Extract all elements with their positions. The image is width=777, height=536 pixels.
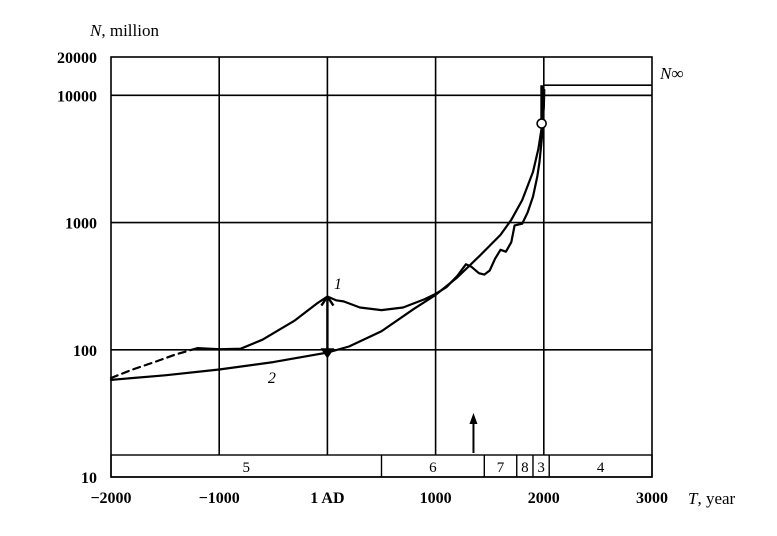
period-label-0: 5 <box>243 460 251 476</box>
asymptote-label: N∞ <box>659 64 683 83</box>
y-tick-label-0: 10 <box>81 470 97 487</box>
x-tick-label-2: 1 AD <box>310 490 344 507</box>
period-label-1: 6 <box>429 460 437 476</box>
series-2-line <box>109 88 546 381</box>
series-1-label: 1 <box>334 276 342 293</box>
series-layer <box>109 88 546 381</box>
period-label-4: 3 <box>537 460 545 476</box>
x-axis-variable: T <box>688 489 699 508</box>
series-early-estimate-line <box>109 347 199 380</box>
y-tick-labels: 10 100 1000 10000 20000 <box>57 50 97 487</box>
y-axis-label: N, million <box>89 21 159 40</box>
error-bar-bottom-arrow <box>320 348 335 359</box>
marker-point <box>536 118 547 129</box>
y-tick-label-2: 1000 <box>65 216 97 233</box>
annotations: 12 <box>268 84 652 453</box>
x-axis-label: T, year <box>688 489 736 508</box>
x-tick-labels: −2000 −1000 1 AD 1000 2000 3000 <box>90 490 668 507</box>
x-tick-label-1: −1000 <box>199 490 240 507</box>
period-label-2: 7 <box>497 460 505 476</box>
error-bar-top-arrow <box>320 294 335 307</box>
y-tick-label-1: 100 <box>73 343 97 360</box>
event-arrow-head <box>469 413 478 424</box>
y-axis-variable: N <box>89 21 103 40</box>
y-axis-unit: , million <box>101 21 159 40</box>
series-2-label: 2 <box>268 370 276 387</box>
period-label-5: 4 <box>597 460 605 476</box>
x-tick-label-0: −2000 <box>90 490 131 507</box>
x-tick-label-3: 1000 <box>420 490 452 507</box>
x-tick-label-5: 3000 <box>636 490 668 507</box>
x-tick-label-4: 2000 <box>528 490 560 507</box>
y-tick-label-4: 20000 <box>57 50 97 67</box>
period-label-3: 8 <box>521 460 529 476</box>
y-tick-label-3: 10000 <box>57 88 97 105</box>
plot-frame <box>110 56 653 478</box>
x-axis-unit: , year <box>697 489 735 508</box>
